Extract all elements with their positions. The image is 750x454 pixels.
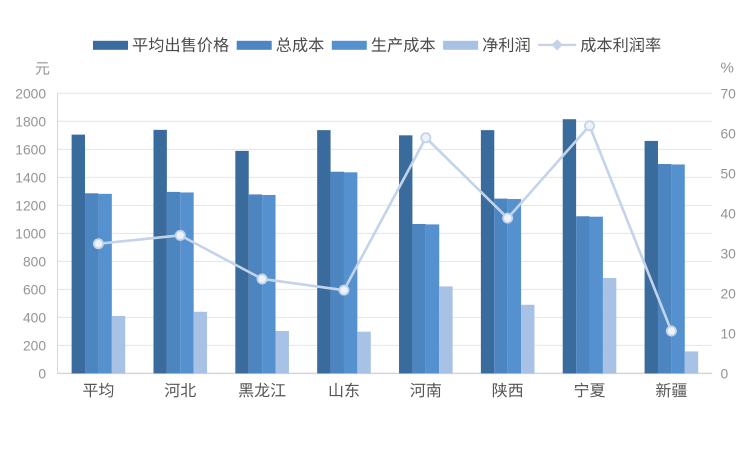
- bar[interactable]: [71, 134, 86, 374]
- category-label: [492, 382, 523, 398]
- bar[interactable]: [357, 331, 371, 374]
- legend-item[interactable]: [93, 37, 229, 53]
- category-label: [574, 382, 606, 398]
- bar[interactable]: [576, 216, 590, 374]
- right-tick-label: 50: [721, 166, 737, 181]
- left-tick-label: 800: [23, 254, 46, 269]
- line-marker[interactable]: [420, 132, 432, 144]
- legend-item[interactable]: [443, 37, 530, 53]
- legend-swatch: [443, 40, 479, 50]
- legend-swatch: [236, 40, 272, 50]
- bar[interactable]: [507, 199, 522, 374]
- left-tick-label: 1600: [15, 142, 46, 157]
- line-path: [98, 124, 673, 332]
- right-tick-label: 60: [721, 126, 737, 141]
- bar[interactable]: [602, 278, 617, 374]
- bar[interactable]: [657, 164, 672, 374]
- right-tick-label: 0: [721, 366, 729, 381]
- category-label: [656, 382, 687, 398]
- category-label: [329, 382, 360, 398]
- bar[interactable]: [684, 351, 699, 374]
- left-tick-label: 1200: [15, 198, 46, 213]
- right-tick-label: 70: [721, 86, 737, 101]
- legend-item-label: [276, 37, 324, 53]
- line-marker[interactable]: [665, 325, 677, 337]
- legend-swatch: [331, 40, 367, 50]
- bar[interactable]: [248, 194, 263, 374]
- category-label: [164, 382, 196, 398]
- right-tick-label: 30: [721, 246, 737, 261]
- left-tick-label: 1800: [15, 114, 46, 129]
- bar[interactable]: [480, 130, 495, 374]
- category-label: [410, 382, 441, 398]
- bar[interactable]: [262, 194, 276, 374]
- bar[interactable]: [399, 135, 413, 374]
- line-marker[interactable]: [256, 273, 268, 285]
- category-label: [239, 382, 286, 398]
- legend-item-label: [132, 37, 229, 53]
- line-marker[interactable]: [584, 120, 596, 132]
- legend-item-label: [371, 37, 436, 53]
- bar[interactable]: [671, 164, 685, 374]
- left-tick-label: 200: [23, 338, 46, 353]
- bar-series-1: [71, 119, 658, 374]
- legend-item-label: [482, 37, 530, 53]
- right-axis-ticks: 0 10 20 30 40 50 60 70: [721, 86, 737, 381]
- legend: [93, 37, 661, 53]
- left-tick-label: 600: [23, 282, 46, 297]
- bar[interactable]: [343, 172, 358, 374]
- left-tick-label: 0: [38, 366, 46, 381]
- right-tick-label: 10: [721, 326, 737, 341]
- bar[interactable]: [494, 198, 508, 374]
- bar[interactable]: [180, 192, 194, 374]
- category-labels: [83, 382, 687, 398]
- bar-series-3: [98, 164, 685, 374]
- category-label: [83, 382, 114, 398]
- left-tick-label: 1400: [15, 170, 46, 185]
- line-marker[interactable]: [502, 212, 514, 224]
- bar[interactable]: [562, 119, 577, 374]
- legend-item[interactable]: [236, 37, 324, 53]
- left-axis-ticks: 0 200 400 600 800 1000 1200 1400 1600 1800 2000: [15, 86, 46, 381]
- left-tick-label: 1000: [15, 226, 46, 241]
- left-axis-title: [35, 62, 50, 75]
- legend-swatch: [93, 40, 128, 50]
- bar[interactable]: [644, 140, 658, 374]
- line-series: [92, 120, 677, 337]
- bar[interactable]: [275, 330, 289, 374]
- right-tick-label: 40: [721, 206, 737, 221]
- bar[interactable]: [317, 130, 331, 374]
- bar[interactable]: [412, 223, 426, 374]
- legend-item[interactable]: [538, 37, 661, 53]
- bar[interactable]: [589, 216, 603, 374]
- bar[interactable]: [193, 311, 208, 374]
- right-tick-label: 20: [721, 286, 737, 301]
- bar[interactable]: [153, 129, 167, 374]
- legend-diamond-marker-icon: [551, 39, 563, 51]
- bar[interactable]: [85, 193, 99, 374]
- bar[interactable]: [166, 191, 181, 374]
- line-marker[interactable]: [92, 238, 104, 250]
- bar[interactable]: [521, 304, 535, 374]
- left-tick-label: 400: [23, 310, 46, 325]
- bar[interactable]: [111, 315, 126, 374]
- left-tick-label: 2000: [15, 86, 46, 101]
- line-marker[interactable]: [174, 229, 186, 241]
- legend-item-label: [580, 37, 661, 53]
- bar[interactable]: [439, 286, 453, 374]
- bar[interactable]: [98, 193, 112, 374]
- legend-item[interactable]: [331, 37, 436, 53]
- right-axis-title: %: [721, 59, 734, 76]
- bar[interactable]: [425, 224, 440, 374]
- line-marker[interactable]: [338, 284, 350, 296]
- bar-series-4: [111, 278, 699, 374]
- bar[interactable]: [330, 171, 344, 374]
- bar[interactable]: [235, 150, 249, 374]
